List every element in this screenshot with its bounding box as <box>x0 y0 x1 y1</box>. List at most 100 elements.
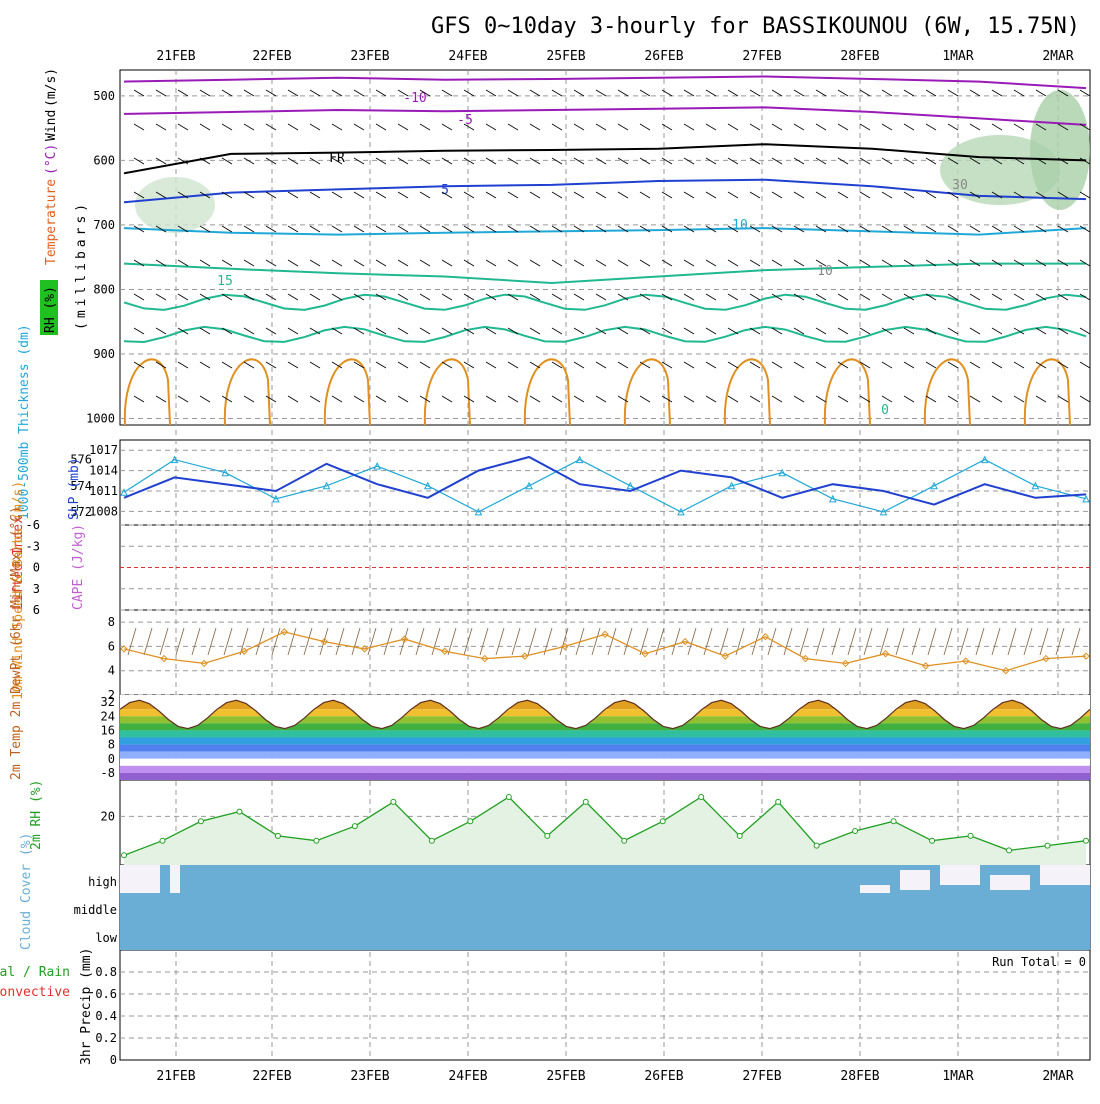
wind-barb <box>397 327 409 335</box>
wind-barb <box>133 225 145 233</box>
wind-barb <box>661 191 673 199</box>
wind-barb <box>859 395 871 403</box>
wind-barb <box>463 225 475 233</box>
wind-barb <box>1057 395 1069 403</box>
wind-barb <box>573 327 585 335</box>
date-label: 25FEB <box>546 1069 585 1084</box>
surface-wind-barb <box>975 627 985 656</box>
wind-barb <box>903 123 915 131</box>
wind-barb <box>199 327 211 335</box>
cloud-gap <box>170 865 180 893</box>
wind-barb <box>507 191 519 199</box>
temp-band <box>120 737 1090 745</box>
pressure-tick: 700 <box>93 218 115 232</box>
wind-barb <box>595 293 607 301</box>
wind-barb <box>155 259 167 267</box>
wind-barb <box>969 293 981 301</box>
wind-barb <box>969 361 981 369</box>
wind-barb <box>133 259 145 267</box>
wind-barb <box>595 89 607 97</box>
surface-wind-barb <box>367 627 377 656</box>
isotherm-15 <box>123 262 1086 285</box>
wind-barb <box>375 361 387 369</box>
wind-barb <box>463 157 475 165</box>
contour-label: 10 <box>732 218 748 233</box>
cloud-tick: high <box>88 875 117 889</box>
date-label: 21FEB <box>156 49 195 64</box>
wind-barb <box>595 395 607 403</box>
thickness-point <box>879 507 888 516</box>
wind-barb <box>485 225 497 233</box>
wind-barb <box>1057 259 1069 267</box>
wind-barb <box>1057 361 1069 369</box>
temp-tick: 8 <box>108 738 115 752</box>
wind-speed-point <box>601 630 609 638</box>
surface-wind-barb <box>623 627 633 656</box>
wind-barb <box>133 191 145 199</box>
wind-barb <box>837 191 849 199</box>
boundary-contour <box>623 358 671 426</box>
wind-barb <box>287 89 299 97</box>
rh-legend: RH (%) <box>43 286 58 333</box>
wind-barb <box>815 191 827 199</box>
wind-barb <box>485 395 497 403</box>
surface-wind-barb <box>383 627 393 656</box>
wind-barb <box>419 327 431 335</box>
wind-barb <box>683 361 695 369</box>
wind-barb <box>353 259 365 267</box>
rh-area <box>124 797 1086 865</box>
wind-barb <box>683 225 695 233</box>
wind-barb <box>507 327 519 335</box>
wind-barb <box>397 395 409 403</box>
temp-line <box>119 699 1091 730</box>
wind-barb <box>837 395 849 403</box>
wind-barb <box>507 89 519 97</box>
wind-barb <box>441 123 453 131</box>
wind-barb <box>595 123 607 131</box>
wind-barb <box>749 395 761 403</box>
wind-barb <box>331 361 343 369</box>
wind-barb <box>925 225 937 233</box>
wind-barb <box>1035 225 1047 233</box>
wind-barb <box>1079 293 1091 301</box>
wind-barb <box>485 157 497 165</box>
thickness-point <box>677 507 685 516</box>
wind-barb <box>705 89 717 97</box>
wind-barb <box>551 225 563 233</box>
wind-barb <box>859 327 871 335</box>
li-tick: -3 <box>26 539 40 553</box>
wind-barb <box>639 123 651 131</box>
wind-barb <box>617 327 629 335</box>
upper-air-ylabel: Temperature (°C) Wind (m/s) <box>44 68 59 265</box>
wind-barb <box>991 157 1003 165</box>
rh-point <box>313 837 320 844</box>
axis-labels: 5006007008009001000Temperature(°C)Wind(m… <box>0 68 118 1067</box>
panel-thickness-slp <box>119 439 1091 526</box>
wind-barb <box>375 327 387 335</box>
wind-barb <box>199 89 211 97</box>
wind-barb <box>903 327 915 335</box>
wind-barb <box>529 293 541 301</box>
wind-barb <box>397 293 409 301</box>
surface-wind-barb <box>143 627 153 656</box>
contour-label: -5 <box>457 113 473 128</box>
wind-barb <box>661 361 673 369</box>
isotherm-10 <box>123 227 1087 236</box>
wind-barb <box>397 361 409 369</box>
wind-barb <box>1013 259 1025 267</box>
wind-barb <box>837 157 849 165</box>
surface-wind-barb <box>335 627 345 656</box>
wind-barb <box>749 361 761 369</box>
thickness-point <box>778 468 787 477</box>
wind-barb <box>1057 293 1069 301</box>
cloud-gap <box>990 875 1030 890</box>
pressure-tick: 800 <box>93 282 115 296</box>
wind-barb <box>287 225 299 233</box>
wind-barb <box>925 89 937 97</box>
rh-point <box>813 842 820 849</box>
thickness-point <box>1031 481 1040 490</box>
precip-tick: 0.6 <box>95 987 117 1001</box>
wind-barb <box>243 361 255 369</box>
rh-point <box>582 798 589 805</box>
wind-barb <box>507 225 519 233</box>
